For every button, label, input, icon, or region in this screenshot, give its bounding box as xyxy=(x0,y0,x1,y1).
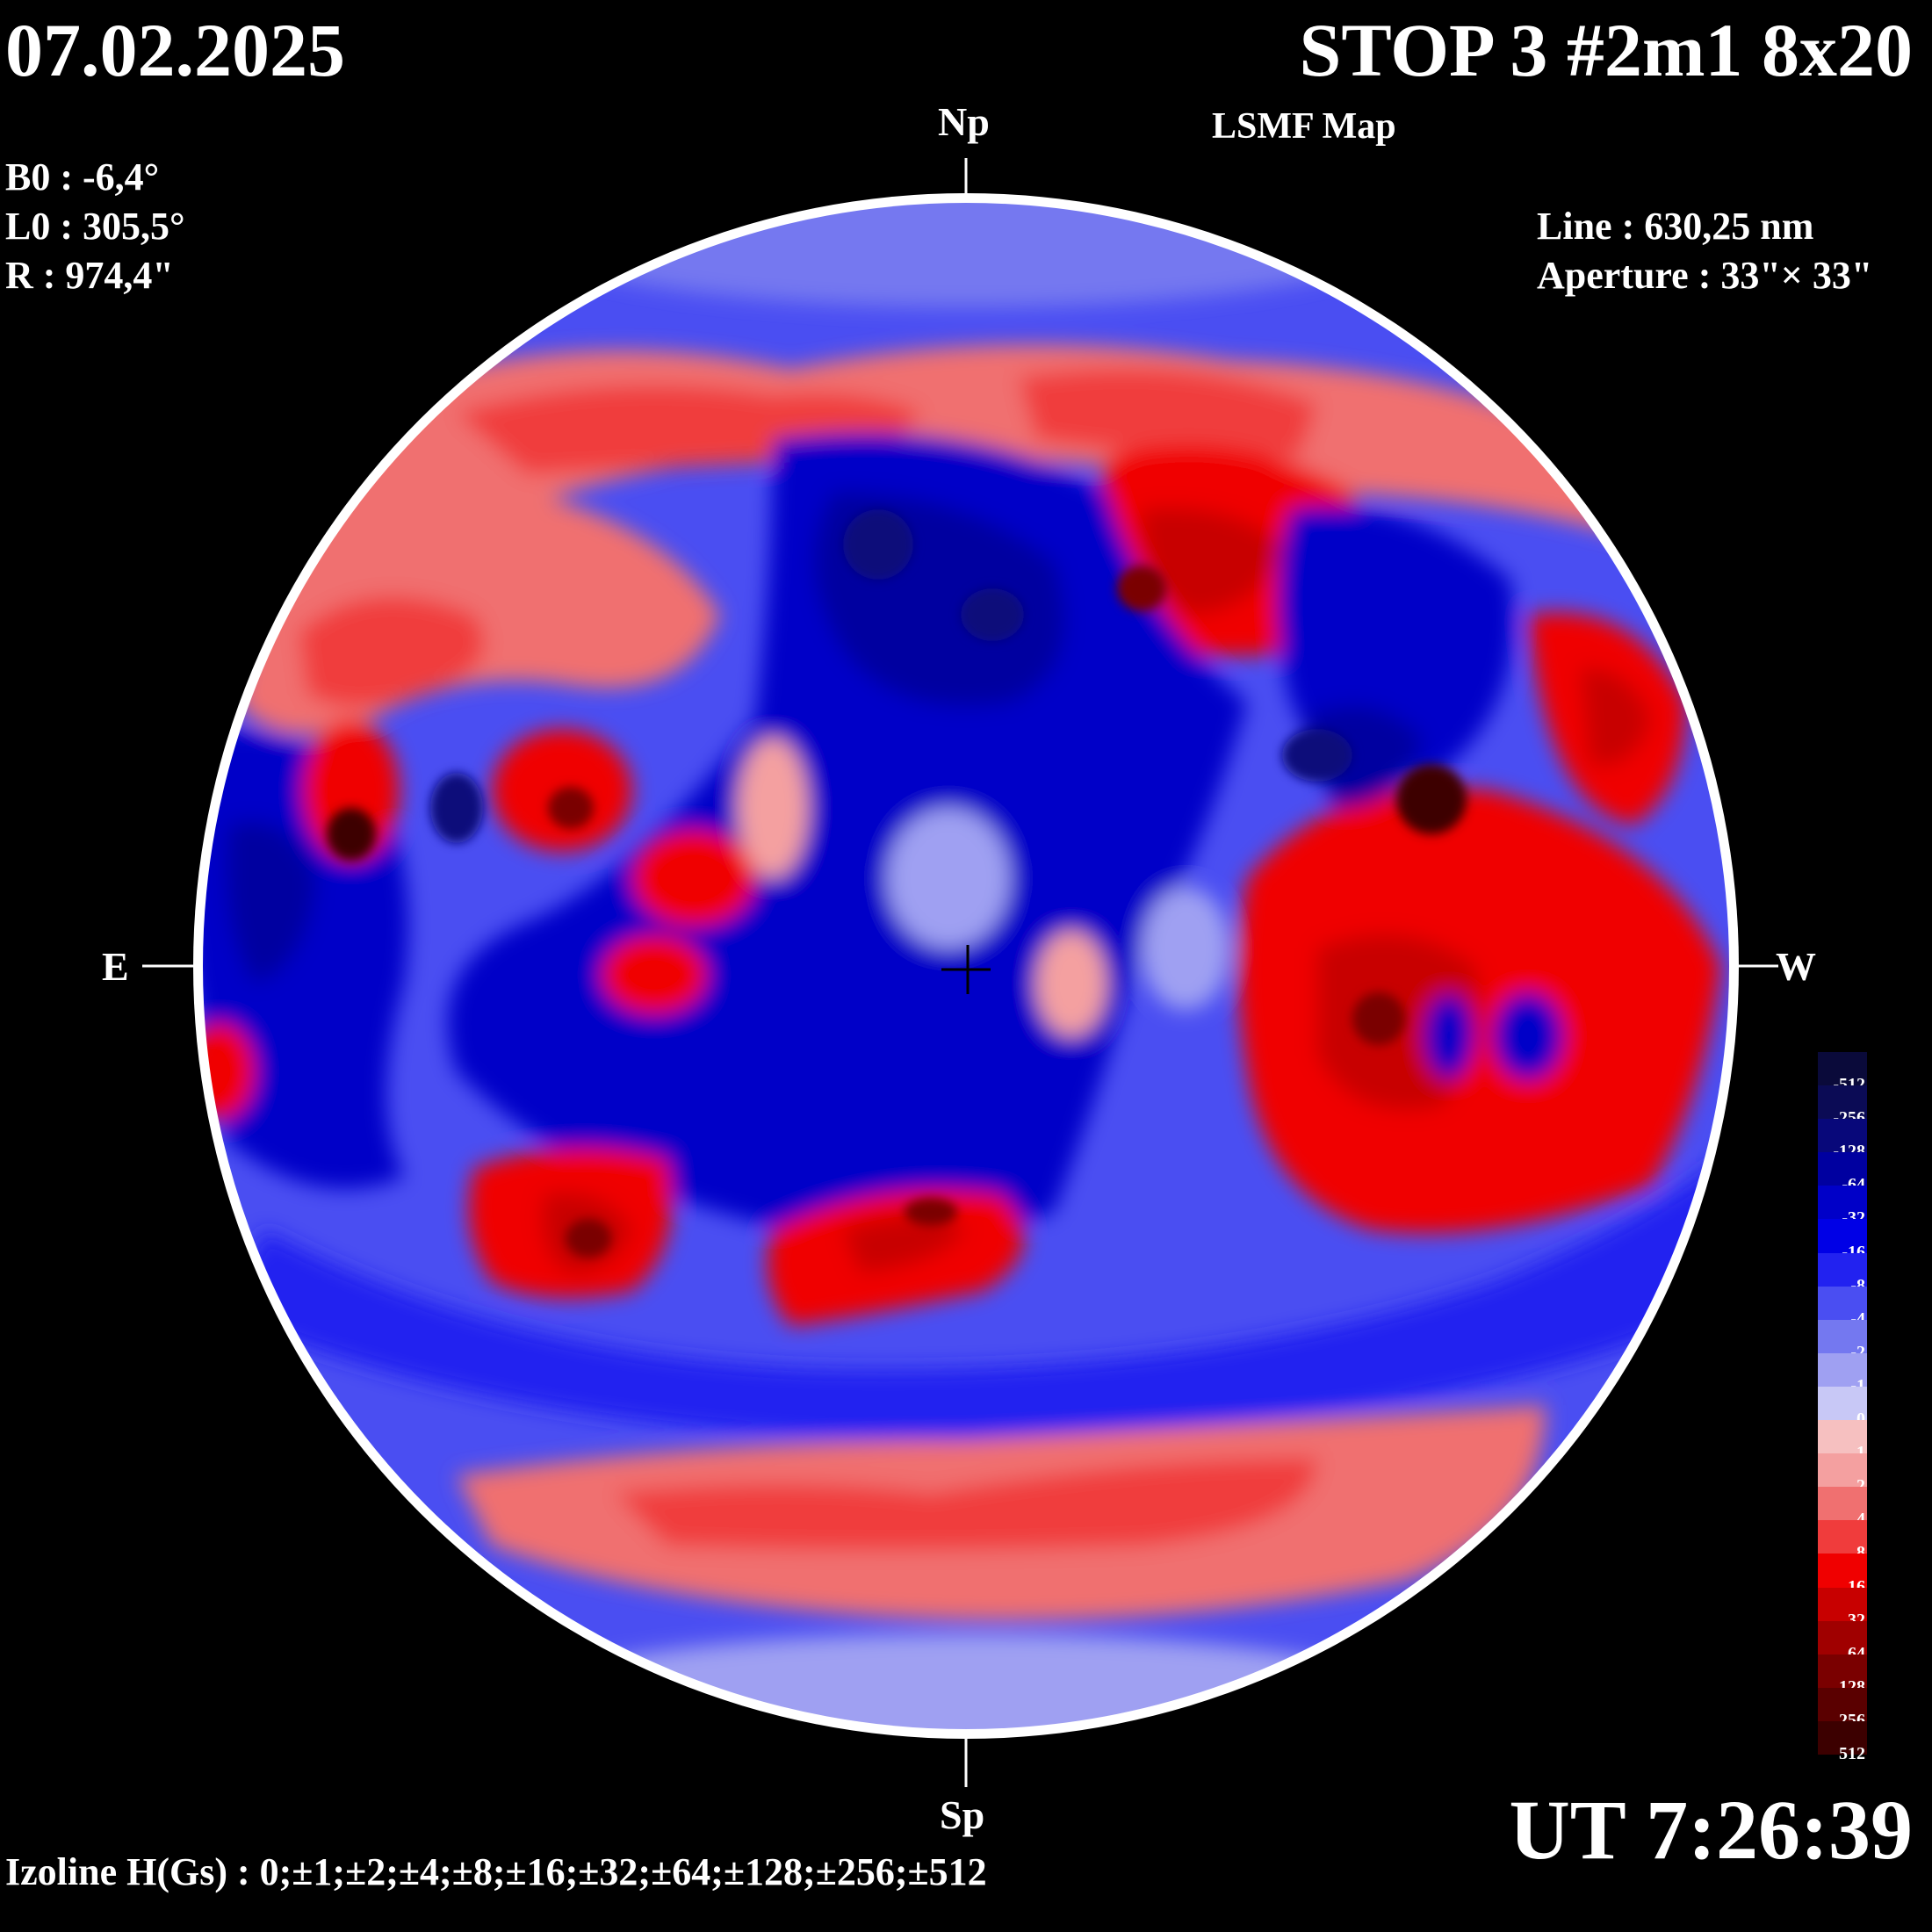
colorbar-label: 8 xyxy=(1856,1543,1865,1563)
colorbar-swatch xyxy=(1818,1352,1867,1387)
north-pole-label: Np xyxy=(938,99,990,144)
colorbar-swatch xyxy=(1818,1654,1867,1688)
colorbar: -512 -256 -128 -64 -32 -16 -8 -4 -2 -1 0 1 2 4 8 16 32 64… xyxy=(1818,1052,1867,1763)
south-pole-label: Sp xyxy=(940,1792,985,1837)
colorbar-swatch xyxy=(1818,1554,1867,1588)
colorbar-swatch xyxy=(1818,1420,1867,1454)
colorbar-swatch xyxy=(1818,1687,1867,1721)
ut-time: UT 7:26:39 xyxy=(1509,1783,1913,1877)
colorbar-swatch xyxy=(1818,1119,1867,1153)
colorbar-swatch xyxy=(1818,1453,1867,1488)
colorbar-swatch xyxy=(1818,1252,1867,1287)
map-subtitle: LSMF Map xyxy=(1212,106,1396,147)
colorbar-swatch xyxy=(1818,1052,1867,1086)
colorbar-swatch xyxy=(1818,1587,1867,1621)
izoline-legend: Izoline H(Gs) : 0;±1;±2;±4;±8;±16;±32;±6… xyxy=(5,1850,987,1893)
colorbar-swatch xyxy=(1818,1152,1867,1186)
colorbar-swatch xyxy=(1818,1319,1867,1353)
colorbar-label: 0 xyxy=(1856,1409,1865,1430)
spectral-line: Line : 630,25 nm xyxy=(1537,205,1814,248)
param-radius: R : 974,4" xyxy=(5,254,174,297)
colorbar-swatch xyxy=(1818,1720,1867,1755)
colorbar-label: 1 xyxy=(1856,1443,1865,1463)
param-b0: B0 : -6,4° xyxy=(5,155,160,198)
observation-date: 07.02.2025 xyxy=(5,8,345,92)
colorbar-label: 4 xyxy=(1856,1510,1865,1530)
west-label: W xyxy=(1776,944,1816,989)
east-label: E xyxy=(102,944,129,989)
colorbar-swatch xyxy=(1818,1085,1867,1120)
colorbar-label: 512 xyxy=(1839,1744,1865,1763)
colorbar-swatch xyxy=(1818,1286,1867,1320)
colorbar-label: 2 xyxy=(1856,1476,1865,1496)
colorbar-swatch xyxy=(1818,1219,1867,1253)
colorbar-swatch xyxy=(1818,1620,1867,1654)
param-l0: L0 : 305,5° xyxy=(5,205,185,248)
aperture: Aperture : 33"× 33" xyxy=(1537,254,1873,297)
colorbar-swatch xyxy=(1818,1520,1867,1554)
colorbar-swatch xyxy=(1818,1487,1867,1521)
colorbar-swatch xyxy=(1818,1186,1867,1220)
map-title: STOP 3 #2m1 8x20 xyxy=(1299,8,1913,92)
colorbar-swatch xyxy=(1818,1386,1867,1421)
